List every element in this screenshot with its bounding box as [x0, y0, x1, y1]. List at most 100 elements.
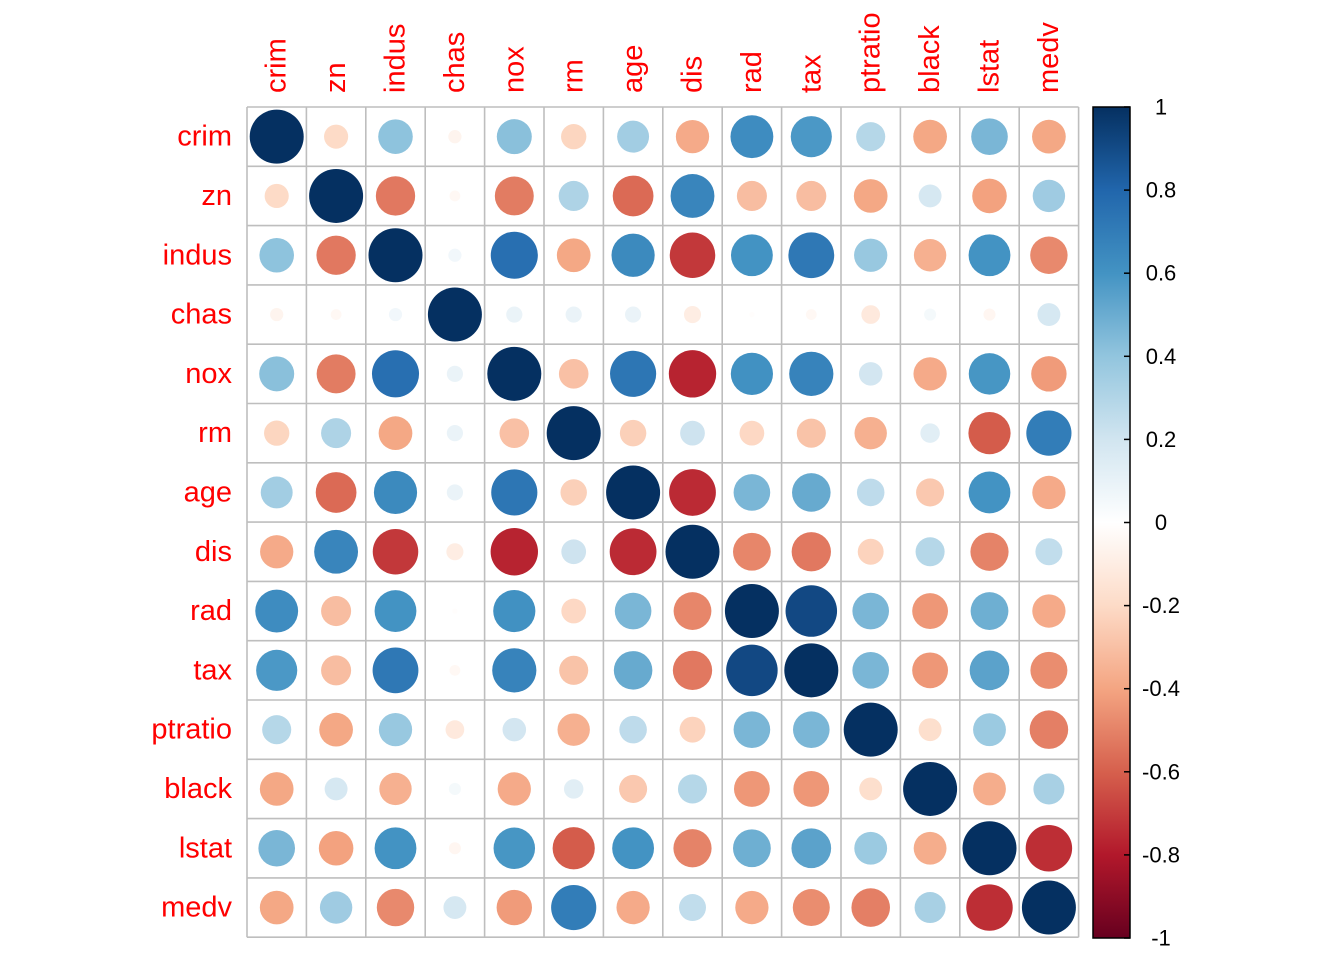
corr-circle-rad-chas [452, 608, 458, 614]
corr-circle-age-lstat [968, 471, 1011, 514]
corr-circle-age-chas [446, 484, 463, 501]
corr-circle-age-indus [373, 470, 418, 515]
corr-circle-chas-tax [805, 309, 817, 320]
corr-circle-tax-rm [559, 655, 589, 685]
corr-circle-age-dis [669, 469, 716, 516]
corr-circle-ptratio-indus [378, 713, 413, 747]
corr-circle-black-ptratio [859, 777, 883, 801]
corr-circle-medv-nox [496, 889, 533, 926]
col-label-age: age [617, 45, 649, 93]
corr-circle-crim-dis [675, 120, 710, 154]
corr-circle-indus-indus [368, 228, 423, 283]
corr-circle-indus-black [913, 239, 947, 272]
colorbar-tick-label: -0.6 [1142, 759, 1180, 784]
corr-circle-ptratio-rm [557, 713, 590, 746]
corr-circle-nox-chas [446, 365, 463, 382]
corr-circle-rad-nox [493, 589, 536, 633]
corr-circle-black-nox [497, 772, 531, 806]
corr-circle-rm-rm [546, 406, 601, 461]
corr-circle-rm-nox [499, 418, 530, 448]
col-label-black: black [914, 25, 946, 93]
corr-circle-indus-ptratio [854, 238, 888, 272]
corr-circle-rad-medv [1032, 594, 1066, 628]
corr-circle-ptratio-black [918, 718, 942, 742]
corr-circle-medv-rad [735, 890, 769, 925]
corr-circle-crim-indus [378, 119, 413, 154]
row-label-dis: dis [195, 536, 232, 568]
corr-circle-rad-black [912, 593, 949, 629]
corr-circle-zn-chas [449, 190, 461, 202]
corr-circle-tax-tax [784, 643, 839, 698]
corr-circle-ptratio-chas [445, 720, 465, 740]
corr-circle-dis-rm [561, 539, 587, 565]
corr-circle-dis-black [915, 537, 945, 567]
corr-circle-lstat-ptratio [854, 831, 888, 865]
corr-circle-black-black [903, 761, 958, 816]
corr-circle-lstat-black [913, 831, 947, 865]
col-label-dis: dis [677, 56, 709, 93]
colorbar-tick-label: 0.2 [1146, 427, 1177, 452]
corr-circle-medv-age [616, 890, 650, 925]
corr-circle-zn-rm [558, 180, 589, 211]
corr-circle-nox-medv [1031, 356, 1067, 392]
corr-circle-rm-ptratio [854, 416, 887, 450]
corr-circle-rad-rad [724, 584, 779, 639]
corr-circle-tax-medv [1030, 651, 1068, 689]
row-label-rad: rad [190, 595, 232, 627]
corr-circle-crim-chas [448, 130, 462, 144]
row-label-age: age [184, 476, 232, 508]
corr-circle-dis-lstat [970, 532, 1009, 571]
corr-circle-lstat-crim [258, 829, 296, 867]
corr-circle-lstat-lstat [962, 821, 1017, 876]
corr-circle-rm-medv [1026, 410, 1072, 456]
corr-circle-rm-crim [264, 420, 290, 446]
col-label-lstat: lstat [974, 40, 1006, 93]
colorbar-tick-label: -0.4 [1142, 676, 1180, 701]
corr-circle-chas-crim [270, 307, 284, 322]
corr-circle-black-age [619, 774, 648, 803]
corr-circle-medv-zn [319, 891, 353, 924]
corr-circle-tax-rad [726, 644, 778, 697]
corr-circle-ptratio-age [619, 715, 647, 744]
corr-circle-chas-dis [683, 306, 702, 324]
corr-circle-zn-medv [1032, 179, 1066, 213]
corr-circle-chas-rm [565, 306, 582, 323]
corr-circle-black-medv [1033, 773, 1065, 805]
colorbar-tick-label: 0.6 [1146, 261, 1177, 286]
row-labels: crim zn indus chas nox rm age dis rad tax ptratio b… [151, 121, 232, 924]
corr-circle-nox-black [913, 357, 947, 391]
corr-circle-age-black [916, 478, 945, 507]
corr-circle-chas-chas [427, 287, 482, 342]
row-label-rm: rm [198, 417, 232, 449]
corr-circle-dis-chas [446, 543, 464, 561]
corr-circle-age-age [606, 465, 661, 520]
col-label-ptratio: ptratio [855, 12, 887, 93]
corr-circle-ptratio-nox [502, 717, 527, 742]
corr-circle-black-tax [793, 771, 830, 807]
corr-circle-crim-medv [1032, 119, 1066, 154]
corr-circle-lstat-rm [552, 827, 595, 870]
corr-circle-lstat-dis [673, 829, 712, 868]
corr-circle-zn-rad [736, 180, 767, 211]
row-label-lstat: lstat [179, 832, 232, 864]
corr-circle-ptratio-rad [733, 711, 771, 748]
corr-circle-zn-ptratio [853, 179, 888, 213]
corr-circle-zn-crim [264, 183, 289, 209]
corr-circle-medv-medv [1021, 880, 1076, 935]
corr-circle-lstat-age [612, 827, 655, 870]
corr-circle-medv-chas [443, 896, 467, 920]
corr-circle-black-dis [677, 774, 708, 804]
corr-circle-crim-lstat [971, 118, 1008, 155]
corr-circle-black-rm [563, 779, 584, 799]
corr-circle-zn-age [612, 175, 654, 217]
col-label-indus: indus [380, 24, 412, 93]
corr-circle-crim-nox [496, 119, 532, 155]
row-label-ptratio: ptratio [151, 714, 232, 746]
colorbar-tick-label: -1 [1151, 926, 1171, 951]
corr-circle-nox-rad [730, 352, 773, 395]
corr-circle-rm-rad [739, 420, 765, 446]
col-label-rm: rm [558, 59, 590, 93]
corr-circle-ptratio-dis [679, 716, 706, 743]
row-label-nox: nox [185, 358, 232, 390]
